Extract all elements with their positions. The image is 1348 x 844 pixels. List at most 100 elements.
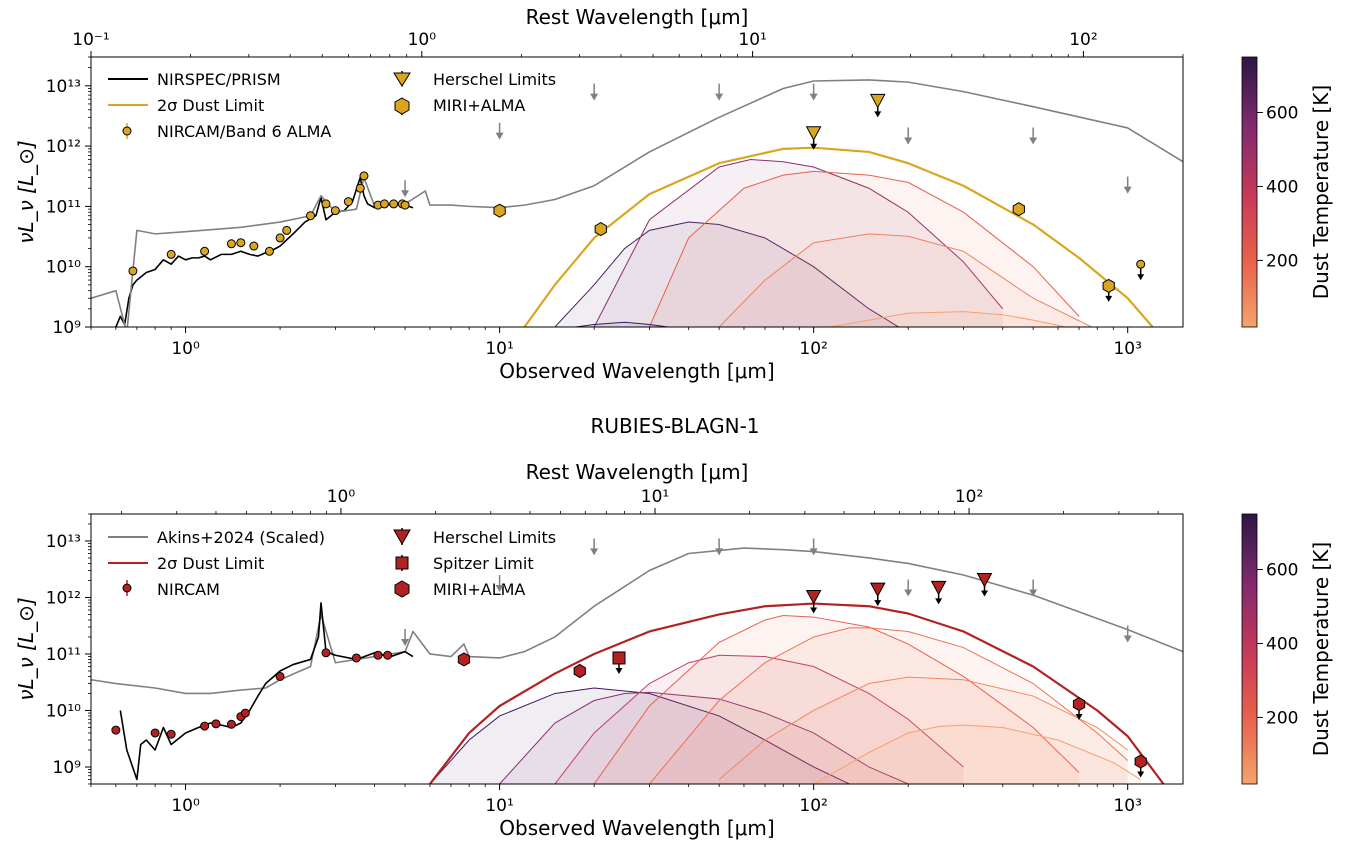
legend-label-nircam-2: NIRCAM [157, 580, 220, 599]
panel-2-ylabel: νL_ν [L_⊙] [14, 597, 38, 700]
data-point-circle [166, 729, 176, 739]
legend-label-herschel-2: Herschel Limits [433, 528, 556, 547]
data-point-circle [321, 648, 331, 658]
data-point-hexagon [457, 652, 471, 667]
panel-1-x-axis: 10⁰ 10¹ 10² 10³ [90, 327, 1142, 359]
dust-component-line-4 [826, 311, 1069, 327]
legend-marker-nircam [122, 123, 132, 139]
panel-1-top-xlabel: Rest Wavelength [μm] [526, 5, 749, 29]
dust-component-fill-5 [719, 677, 1128, 784]
y-tick-label: 10¹² [46, 137, 81, 157]
dust-component-fill-1 [594, 159, 1003, 327]
dust-component-line-2 [648, 170, 1080, 327]
legend-label-akins: Akins+2024 (Scaled) [157, 528, 325, 547]
x-tick-label: 10¹ [485, 796, 513, 816]
dust-component-line-1 [499, 691, 909, 784]
top-tick-label: 10¹ [738, 30, 766, 50]
panel-1-colorbar-ticks: 200 400 600 [1257, 103, 1298, 271]
data-point-circle [343, 197, 353, 207]
legend-label-miri-2: MIRI+ALMA [433, 580, 525, 599]
legend-marker-miri [394, 97, 410, 115]
upper-limit-arrowhead [1029, 137, 1038, 145]
panel-2-colorbar-gradient [1241, 513, 1258, 785]
data-point-circle [275, 233, 285, 243]
top-tick-label: 10¹ [641, 487, 669, 507]
upper-limit-arrowhead [1123, 186, 1132, 194]
dust-component-fill-3 [719, 233, 1092, 327]
colorbar-tick-label: 600 [1266, 560, 1298, 580]
legend-label-spitzer: Spitzer Limit [433, 554, 534, 573]
x-tick-label: 10³ [1113, 796, 1141, 816]
data-point-circle [275, 671, 285, 681]
y-tick-label: 10¹¹ [46, 645, 81, 665]
data-point-circle [379, 199, 389, 209]
data-point-circle [359, 171, 369, 181]
data-point-circle [330, 206, 340, 216]
data-point-circle [389, 199, 399, 209]
data-point-circle [240, 708, 250, 718]
panel-2: RUBIES-BLAGN-1 Rest Wavelength [μm] 10⁰ 1… [14, 414, 1333, 840]
data-point-circle [211, 719, 221, 729]
x-tick-label: 10⁰ [171, 796, 200, 816]
y-tick-label: 10¹¹ [46, 197, 81, 217]
limit-arrowhead [1137, 274, 1145, 281]
colorbar-tick-label: 600 [1266, 103, 1298, 123]
panel-1-colorbar-label: Dust Temperature [K] [1309, 85, 1333, 299]
panel-2-frame [90, 513, 1184, 785]
y-tick-label: 10¹⁰ [46, 258, 81, 278]
limit-arrowhead [1105, 295, 1113, 302]
panel-1-colorbar: 200 400 600 Dust Temperature [K] [1241, 56, 1333, 328]
data-point-hexagon [1072, 696, 1086, 712]
data-point-circle [226, 719, 236, 729]
data-point-circle [400, 200, 410, 210]
data-point-triangle [869, 582, 886, 598]
limit-arrowhead [810, 607, 818, 614]
y-tick-label: 10¹⁰ [46, 701, 81, 721]
upper-limit-arrowhead [495, 585, 504, 593]
panel-2-colorbar: 200 400 600 Dust Temperature [K] [1241, 513, 1333, 785]
dust-component-line-1 [593, 158, 1004, 327]
data-point-circle [226, 239, 236, 249]
upper-limit-arrowhead [495, 132, 504, 140]
colorbar-tick-label: 200 [1266, 708, 1298, 728]
panel-2-legend: Akins+2024 (Scaled) 2σ Dust Limit NIRCAM… [108, 528, 556, 599]
dust-component-line-0 [554, 221, 900, 327]
panel-2-top-axis: 10⁰ 10¹ 10² [121, 487, 1159, 514]
upper-limit-arrowhead [590, 93, 599, 101]
panel-2-colorbar-ticks: 200 400 600 [1257, 560, 1298, 728]
dust-component-line-5 [571, 321, 672, 327]
limit-arrowhead [615, 667, 623, 674]
data-point-circle [383, 650, 393, 660]
panel-1-xlabel: Observed Wavelength [μm] [499, 359, 774, 383]
x-tick-label: 10³ [1113, 339, 1141, 359]
data-point-hexagon [493, 203, 506, 218]
data-point-triangle [805, 589, 822, 605]
panel-1-y-axis: 10⁹ 10¹⁰ 10¹¹ 10¹² 10¹³ [46, 56, 91, 338]
dust-component-fill-4 [649, 627, 1128, 784]
limit-arrowhead [874, 600, 882, 607]
upper-limit-arrowhead [904, 137, 913, 145]
panel-1-legend: NIRSPEC/PRISM 2σ Dust Limit NIRCAM/Band … [108, 70, 556, 141]
legend-label-herschel: Herschel Limits [433, 70, 556, 89]
panel-1: Rest Wavelength [μm] 10⁻¹ 10⁰ 10¹ 10² 10⁹10… [14, 5, 1333, 383]
upper-limit-arrowhead [715, 548, 724, 556]
data-point-circle [355, 183, 365, 193]
data-point-triangle [976, 572, 993, 588]
colorbar-tick-label: 200 [1266, 251, 1298, 271]
limit-arrowhead [1137, 771, 1145, 778]
data-point-circle [249, 241, 259, 251]
legend-marker-miri-2 [394, 580, 410, 598]
limit-arrowhead [935, 598, 943, 605]
x-tick-label: 10¹ [485, 339, 513, 359]
top-tick-label: 10² [1069, 30, 1097, 50]
colorbar-tick-label: 400 [1266, 634, 1298, 654]
y-tick-label: 10¹³ [46, 77, 81, 97]
limit-arrowhead [1075, 714, 1083, 721]
legend-label-dust-limit: 2σ Dust Limit [157, 96, 264, 115]
legend-label-nirspec: NIRSPEC/PRISM [157, 70, 281, 89]
upper-limit-arrowhead [809, 548, 818, 556]
upper-limit-arrowhead [401, 638, 410, 646]
legend-label-nircam: NIRCAM/Band 6 ALMA [157, 122, 331, 141]
dust-component-line-6 [813, 724, 1141, 784]
dust-component-line-0 [429, 687, 850, 784]
